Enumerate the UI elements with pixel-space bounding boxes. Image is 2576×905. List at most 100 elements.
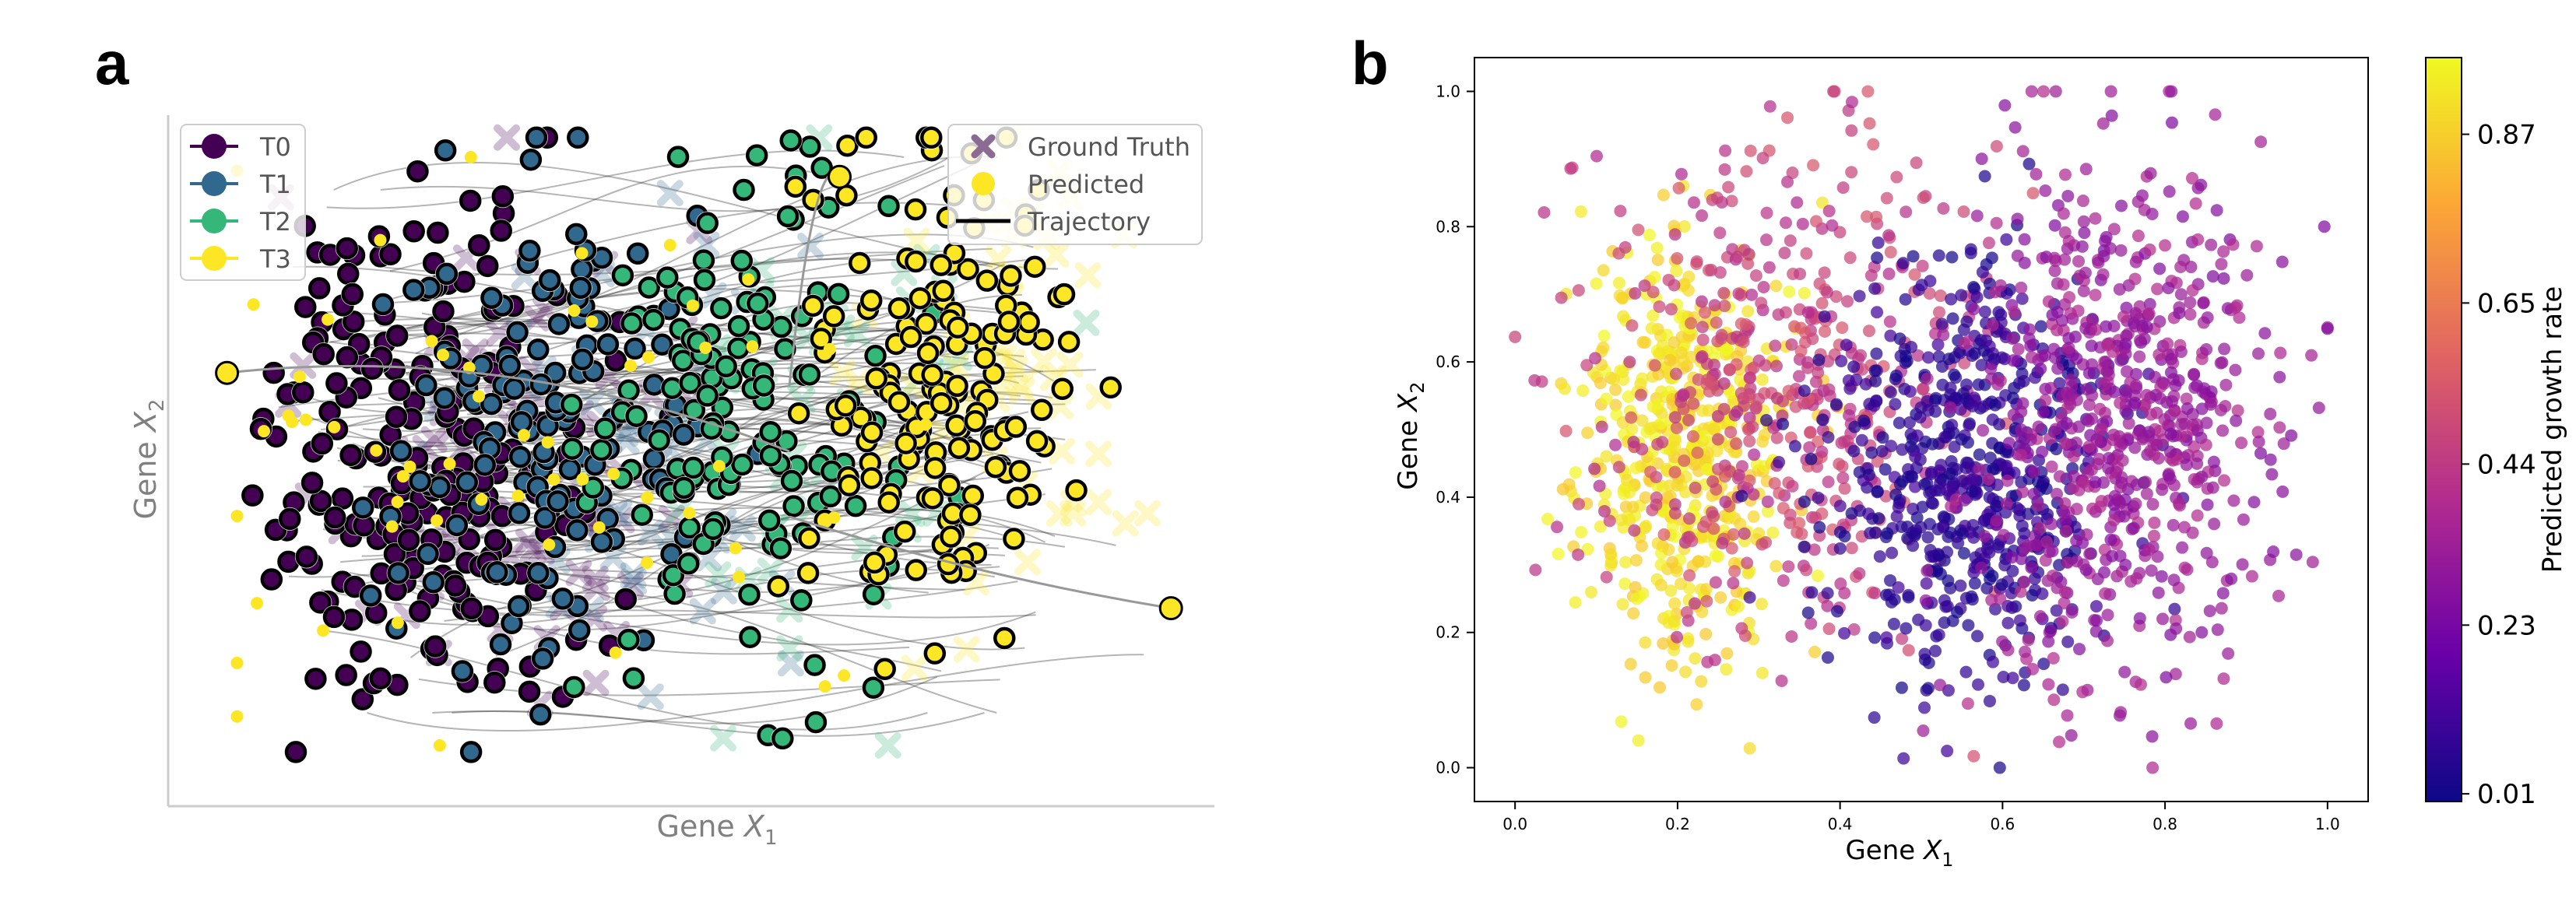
- growth-rate-point: [1749, 400, 1762, 413]
- growth-rate-point: [1813, 521, 1826, 534]
- growth-rate-point: [2039, 184, 2052, 198]
- growth-rate-point: [1932, 437, 1945, 450]
- growth-rate-point: [2067, 469, 2080, 482]
- growth-rate-point: [1668, 498, 1682, 511]
- growth-rate-point: [1778, 247, 1791, 260]
- growth-rate-point: [1861, 85, 1875, 98]
- growth-rate-point: [1841, 295, 1854, 308]
- growth-rate-point: [1593, 479, 1606, 493]
- growth-rate-point: [1731, 600, 1745, 613]
- growth-rate-point: [2025, 85, 2038, 98]
- trajectory-curve: [381, 258, 930, 304]
- growth-rate-point: [1581, 426, 1594, 440]
- growth-rate-point: [1878, 463, 1892, 476]
- growth-rate-point: [2321, 322, 2334, 335]
- growth-rate-point: [1635, 539, 1648, 552]
- growth-rate-point: [2229, 363, 2242, 377]
- panel-label-b: b: [1351, 29, 1389, 97]
- growth-rate-point: [1923, 517, 1936, 531]
- trajectory-curve: [318, 629, 928, 731]
- growth-rate-point: [1785, 338, 1798, 351]
- growth-rate-point: [1812, 353, 1826, 367]
- growth-rate-point: [1589, 352, 1602, 365]
- growth-rate-point: [1964, 247, 1977, 260]
- b-y-tick-label: 0.0: [1436, 759, 1460, 777]
- growth-rate-point: [2034, 320, 2047, 333]
- observed-point-t0: [308, 277, 331, 300]
- growth-rate-point: [2079, 163, 2093, 176]
- growth-rate-point: [1759, 233, 1773, 247]
- growth-rate-point: [2107, 514, 2121, 527]
- growth-rate-point: [2140, 487, 2153, 500]
- growth-rate-point: [2114, 396, 2127, 409]
- growth-rate-point: [1738, 527, 1751, 540]
- growth-rate-point: [2053, 735, 2066, 749]
- growth-rate-point: [2058, 586, 2072, 599]
- ground-truth-marker: [519, 536, 546, 563]
- growth-rate-point: [1636, 335, 1650, 349]
- growth-rate-point: [1970, 209, 1984, 223]
- growth-rate-point: [1780, 216, 1793, 230]
- ground-truth-marker: [1007, 371, 1034, 398]
- growth-rate-point: [2001, 616, 2015, 630]
- b-x-tick-label: 0.0: [1502, 815, 1527, 833]
- growth-rate-point: [1957, 337, 1970, 350]
- growth-rate-point: [1868, 587, 1882, 600]
- growth-rate-point: [1833, 542, 1847, 555]
- growth-rate-point: [1731, 251, 1744, 264]
- growth-rate-point: [1749, 269, 1762, 282]
- growth-rate-point: [1648, 271, 1661, 284]
- growth-rate-point: [2174, 346, 2188, 359]
- growth-rate-point: [1682, 284, 1695, 297]
- observed-point-t0: [294, 296, 317, 318]
- growth-rate-point: [2048, 219, 2061, 232]
- growth-rate-point: [1990, 216, 2003, 230]
- colorbar-tick-label: 0.44: [2477, 449, 2536, 480]
- growth-rate-point: [1720, 647, 1734, 660]
- ground-truth-marker: [1046, 500, 1073, 527]
- growth-rate-point: [1629, 286, 1642, 300]
- ground-truth-marker: [420, 426, 448, 453]
- growth-rate-point: [1864, 527, 1877, 540]
- growth-rate-point: [1938, 594, 1951, 607]
- growth-rate-point: [1636, 443, 1649, 456]
- growth-rate-point: [1669, 367, 1682, 381]
- growth-rate-point: [1863, 117, 1876, 130]
- growth-rate-point: [1668, 440, 1682, 454]
- observed-point-t0: [350, 640, 372, 663]
- growth-rate-point: [1529, 563, 1542, 577]
- growth-rate-point: [2117, 310, 2130, 324]
- growth-rate-point: [1929, 391, 1942, 405]
- growth-rate-point: [2107, 345, 2120, 358]
- growth-rate-point: [2025, 561, 2038, 574]
- growth-rate-point: [1845, 166, 1858, 179]
- growth-rate-point: [1798, 540, 1811, 553]
- growth-rate-point: [2042, 295, 2055, 308]
- growth-rate-point: [2177, 521, 2191, 534]
- growth-rate-point: [2129, 255, 2142, 268]
- growth-rate-point: [2142, 543, 2156, 556]
- growth-rate-point: [2272, 589, 2286, 602]
- growth-rate-point: [1963, 419, 1976, 432]
- growth-rate-point: [1978, 529, 1991, 542]
- growth-rate-point: [1651, 253, 1664, 266]
- growth-rate-point: [2049, 85, 2062, 98]
- ground-truth-marker: [1134, 500, 1161, 527]
- ground-truth-marker: [901, 654, 928, 682]
- growth-rate-point: [2215, 602, 2228, 615]
- growth-rate-point: [1935, 317, 1949, 331]
- growth-rate-point: [1872, 512, 1885, 525]
- growth-rate-point: [1781, 175, 1794, 188]
- growth-rate-point: [2080, 528, 2093, 542]
- growth-rate-point: [1907, 250, 1920, 263]
- observed-point-t0: [483, 528, 507, 552]
- growth-rate-point: [1903, 416, 1916, 430]
- growth-rate-point: [2197, 296, 2210, 310]
- growth-rate-point: [1742, 247, 1755, 261]
- growth-rate-point: [1703, 384, 1716, 398]
- growth-rate-point: [1612, 461, 1625, 474]
- growth-rate-point: [2143, 243, 2156, 256]
- growth-rate-point: [1903, 385, 1917, 398]
- growth-rate-point: [1738, 629, 1752, 642]
